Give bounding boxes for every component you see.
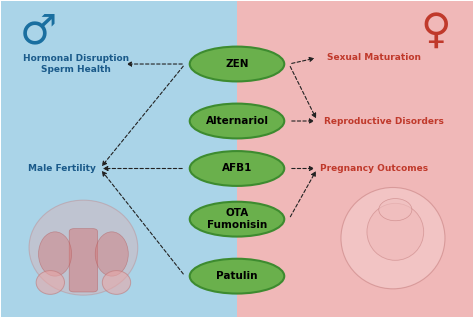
Ellipse shape bbox=[190, 47, 284, 81]
Ellipse shape bbox=[190, 104, 284, 138]
Text: Pregnancy Outcomes: Pregnancy Outcomes bbox=[320, 164, 428, 173]
Ellipse shape bbox=[36, 271, 64, 294]
Text: Male Fertility: Male Fertility bbox=[28, 164, 96, 173]
Bar bbox=[237, 1, 474, 317]
Text: ZEN: ZEN bbox=[225, 59, 249, 69]
Text: Sexual Maturation: Sexual Maturation bbox=[327, 53, 421, 62]
FancyBboxPatch shape bbox=[69, 229, 98, 292]
Text: ♂: ♂ bbox=[20, 10, 57, 52]
Text: Hormonal Disruption
Sperm Health: Hormonal Disruption Sperm Health bbox=[23, 54, 129, 74]
Text: AFB1: AFB1 bbox=[222, 163, 252, 174]
Text: Patulin: Patulin bbox=[216, 271, 258, 281]
Text: OTA
Fumonisin: OTA Fumonisin bbox=[207, 208, 267, 230]
Ellipse shape bbox=[341, 188, 445, 289]
Ellipse shape bbox=[102, 271, 131, 294]
Text: Reproductive Disorders: Reproductive Disorders bbox=[324, 116, 444, 126]
Ellipse shape bbox=[38, 232, 72, 276]
Ellipse shape bbox=[190, 259, 284, 294]
Ellipse shape bbox=[367, 203, 424, 260]
Bar bbox=[0, 1, 237, 317]
Ellipse shape bbox=[29, 200, 138, 295]
Circle shape bbox=[379, 198, 412, 221]
Ellipse shape bbox=[190, 202, 284, 237]
Text: Alternariol: Alternariol bbox=[206, 116, 268, 126]
Ellipse shape bbox=[190, 151, 284, 186]
Ellipse shape bbox=[95, 232, 128, 276]
Text: ♀: ♀ bbox=[420, 10, 451, 52]
